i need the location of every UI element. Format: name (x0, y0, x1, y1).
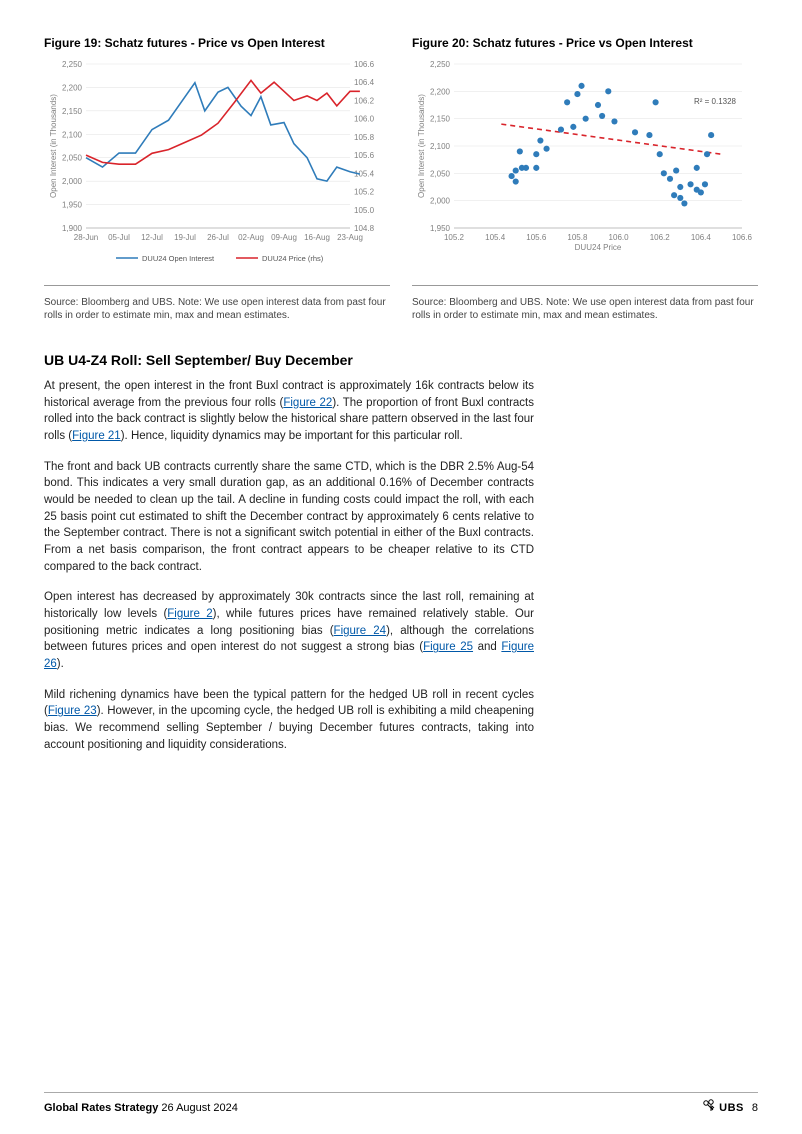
link-figure-24[interactable]: Figure 24 (334, 625, 387, 637)
text: and (473, 641, 501, 653)
text: ). (57, 658, 64, 670)
svg-text:Open Interest (in Thousands): Open Interest (in Thousands) (49, 94, 58, 198)
text: ). Hence, liquidity dynamics may be impo… (121, 430, 463, 442)
svg-text:2,000: 2,000 (430, 197, 451, 206)
ubs-keys-icon (702, 1099, 716, 1116)
svg-text:2,250: 2,250 (430, 60, 451, 69)
svg-text:12-Jul: 12-Jul (141, 233, 163, 242)
footer-date: 26 August 2024 (158, 1102, 238, 1114)
svg-text:16-Aug: 16-Aug (304, 233, 330, 242)
link-figure-22[interactable]: Figure 22 (283, 397, 332, 409)
svg-text:106.0: 106.0 (609, 233, 630, 242)
footer-right: UBS 8 (702, 1099, 758, 1116)
svg-text:105.8: 105.8 (567, 233, 588, 242)
svg-text:105.6: 105.6 (526, 233, 547, 242)
figure-20-title: Figure 20: Schatz futures - Price vs Ope… (412, 36, 758, 50)
svg-text:106.6: 106.6 (354, 60, 375, 69)
section-title: UB U4-Z4 Roll: Sell September/ Buy Decem… (44, 352, 758, 368)
svg-text:23-Aug: 23-Aug (337, 233, 363, 242)
svg-text:2,200: 2,200 (430, 87, 451, 96)
svg-text:106.6: 106.6 (732, 233, 752, 242)
paragraph-1: At present, the open interest in the fro… (44, 378, 534, 445)
svg-text:1,900: 1,900 (62, 224, 83, 233)
figure-20-chart: 1,950 2,000 2,050 2,100 2,150 2,200 2,250 105.2… (412, 56, 758, 279)
paragraph-2: The front and back UB contracts currentl… (44, 459, 534, 576)
link-figure-21[interactable]: Figure 21 (72, 430, 121, 442)
link-figure-23[interactable]: Figure 23 (48, 705, 97, 717)
svg-text:2,150: 2,150 (62, 107, 83, 116)
svg-text:DUU24 Price: DUU24 Price (575, 243, 622, 252)
figure-19: Figure 19: Schatz futures - Price vs Ope… (44, 36, 390, 322)
svg-text:09-Aug: 09-Aug (271, 233, 297, 242)
svg-text:106.2: 106.2 (354, 96, 375, 105)
svg-text:106.0: 106.0 (354, 115, 375, 124)
svg-text:2,050: 2,050 (430, 169, 451, 178)
svg-text:105.4: 105.4 (485, 233, 506, 242)
svg-text:106.2: 106.2 (650, 233, 671, 242)
svg-text:105.0: 105.0 (354, 206, 375, 215)
svg-text:DUU24 Open Interest: DUU24 Open Interest (142, 254, 215, 263)
paragraph-4: Mild richening dynamics have been the ty… (44, 687, 534, 754)
figure-19-title: Figure 19: Schatz futures - Price vs Ope… (44, 36, 390, 50)
svg-text:R² = 0.1328: R² = 0.1328 (694, 97, 737, 106)
svg-text:1,950: 1,950 (430, 224, 451, 233)
svg-text:2,050: 2,050 (62, 154, 83, 163)
text: ). However, in the upcoming cycle, the h… (44, 705, 534, 750)
footer-left: Global Rates Strategy 26 August 2024 (44, 1102, 238, 1114)
page-number: 8 (752, 1102, 758, 1114)
svg-text:Open Interest (in Thousands): Open Interest (in Thousands) (417, 94, 426, 198)
svg-text:105.2: 105.2 (354, 188, 375, 197)
page-footer: Global Rates Strategy 26 August 2024 UBS… (44, 1092, 758, 1116)
svg-text:106.4: 106.4 (354, 78, 375, 87)
figure-20-source: Source: Bloomberg and UBS. Note: We use … (412, 296, 758, 322)
ubs-text: UBS (719, 1102, 744, 1114)
svg-text:02-Aug: 02-Aug (238, 233, 264, 242)
svg-text:19-Jul: 19-Jul (174, 233, 196, 242)
figure-20: Figure 20: Schatz futures - Price vs Ope… (412, 36, 758, 322)
svg-text:1,950: 1,950 (62, 201, 83, 210)
svg-text:28-Jun: 28-Jun (74, 233, 98, 242)
svg-text:2,250: 2,250 (62, 60, 83, 69)
svg-text:2,000: 2,000 (62, 177, 83, 186)
svg-text:2,150: 2,150 (430, 115, 451, 124)
ubs-logo: UBS (702, 1099, 744, 1116)
svg-text:105.8: 105.8 (354, 133, 375, 142)
svg-text:2,100: 2,100 (62, 130, 83, 139)
figure-19-chart: 1,900 1,950 2,000 2,050 2,100 2,150 2,200 2,250… (44, 56, 390, 279)
link-figure-25[interactable]: Figure 25 (423, 641, 473, 653)
svg-text:DUU24 Price (rhs): DUU24 Price (rhs) (262, 254, 324, 263)
figure-19-source: Source: Bloomberg and UBS. Note: We use … (44, 296, 390, 322)
svg-text:106.4: 106.4 (691, 233, 712, 242)
paragraph-3: Open interest has decreased by approxima… (44, 589, 534, 672)
svg-text:104.8: 104.8 (354, 224, 375, 233)
svg-text:26-Jul: 26-Jul (207, 233, 229, 242)
svg-text:05-Jul: 05-Jul (108, 233, 130, 242)
link-figure-2[interactable]: Figure 2 (167, 608, 212, 620)
svg-text:2,100: 2,100 (430, 142, 451, 151)
svg-text:105.6: 105.6 (354, 151, 375, 160)
svg-text:105.2: 105.2 (444, 233, 465, 242)
svg-text:2,200: 2,200 (62, 83, 83, 92)
footer-title: Global Rates Strategy (44, 1102, 158, 1114)
